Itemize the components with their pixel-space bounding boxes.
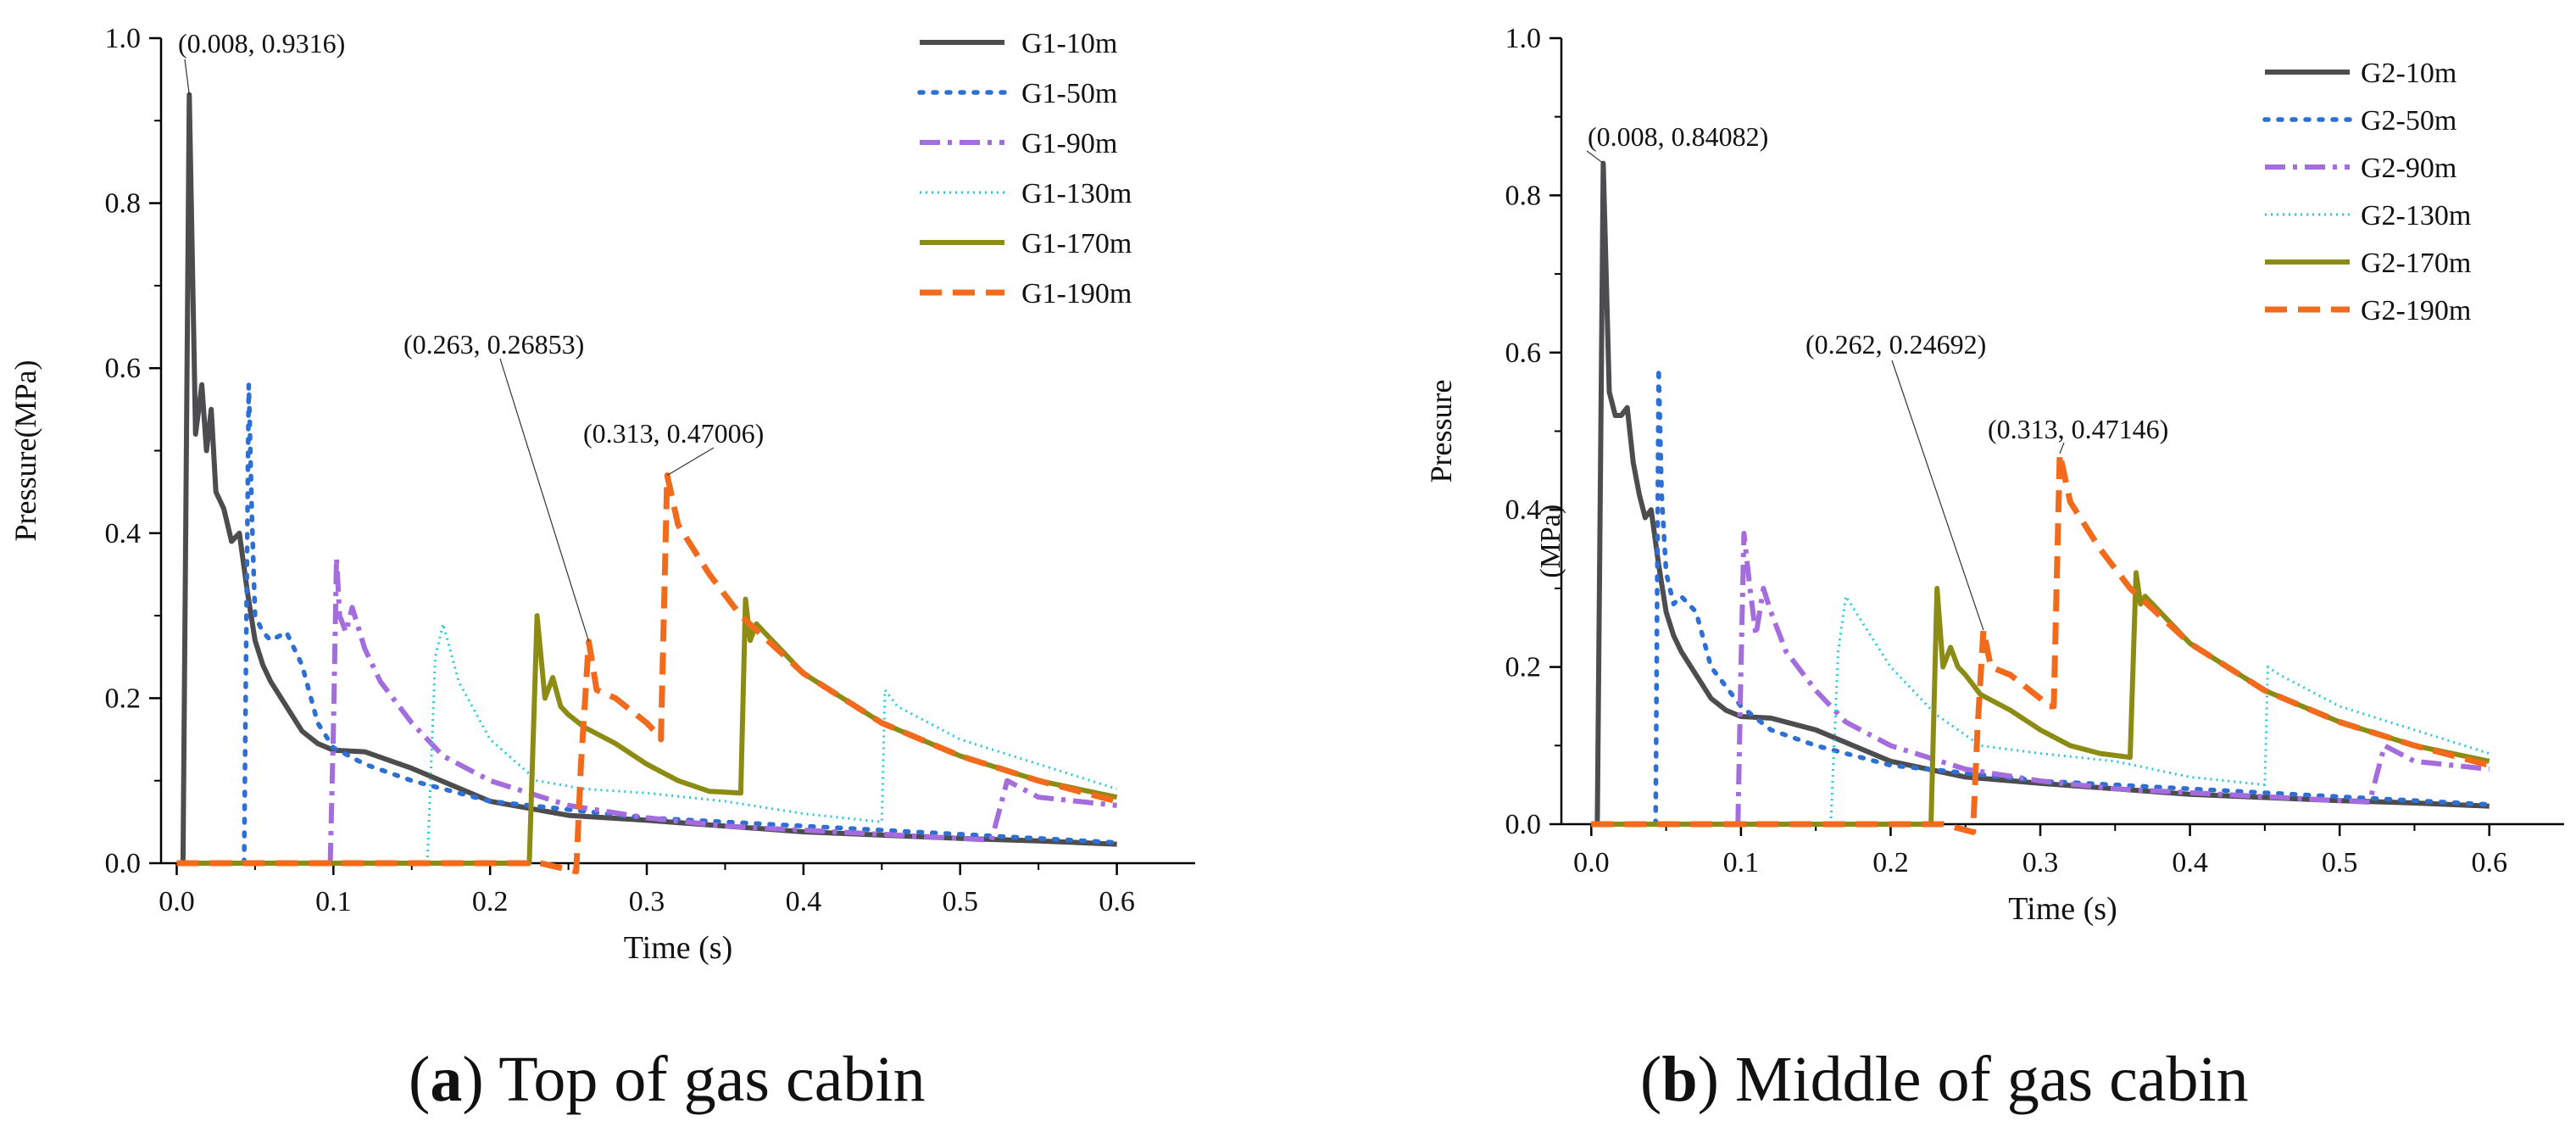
panel-b-annotation-label: (0.262, 0.24692): [1805, 329, 1986, 360]
caption-a: (a) Top of gas cabin: [409, 1044, 926, 1115]
caption-b: (b) Middle of gas cabin: [1640, 1044, 2249, 1115]
panel-b-series-G2-50m: [1653, 365, 2492, 827]
panel-b-x-tick-label: 0.6: [2471, 847, 2507, 878]
panel-a-x-tick-label: 0.6: [1099, 886, 1135, 917]
panel-b-x-tick-label: 0.5: [2322, 847, 2358, 878]
panel-b-y-tick-label: 0.2: [1505, 652, 1542, 683]
panel-b-y-tick-label: 0.0: [1505, 809, 1542, 840]
panel-a-annotation-label: (0.313, 0.47006): [583, 418, 764, 449]
caption-a-letter: a: [430, 1044, 463, 1115]
panel-a-series-G1-190m: [176, 472, 1118, 875]
panel-b-legend-label: G2-50m: [2361, 105, 2456, 137]
panel-b-legend-label: G2-90m: [2361, 153, 2456, 184]
panel-a-legend-label: G1-190m: [1021, 278, 1132, 309]
panel-b-annotation-label: (0.313, 0.47146): [1988, 414, 2168, 444]
panel-b-series-G2-130m: [1829, 594, 2490, 825]
panel-b-legend-label: G2-10m: [2361, 58, 2456, 89]
panel-a-annotation-leader: [499, 358, 590, 642]
panel-b-x-tick-label: 0.2: [1872, 847, 1909, 878]
chart-panel-a: 0.0 0.1 0.2 0.3 0.4 0.5 0.6 0.0 0.2 0.4 0.6 0.8 1.0 T…: [8, 23, 1195, 966]
panel-b-y-tick-label: 0.8: [1505, 180, 1542, 211]
panel-a-x-axis-label: Time (s): [624, 930, 732, 966]
panel-a-x-tick-label: 0.5: [942, 886, 978, 917]
caption-a-text: Top of gas cabin: [498, 1044, 926, 1115]
panel-b-legend-label: G2-190m: [2361, 295, 2471, 326]
panel-a-annotation-leader: [184, 59, 190, 95]
panel-a-y-tick-label: 0.4: [105, 518, 142, 549]
panel-a-series-G1-10m: [180, 92, 1117, 864]
panel-b-x-tick-label: 0.0: [1573, 847, 1610, 878]
panel-a-y-tick-label: 0.8: [105, 188, 142, 220]
panel-a-annotation-label: (0.008, 0.9316): [178, 28, 345, 59]
panel-a-legend-label: G1-130m: [1021, 178, 1132, 209]
panel-b-x-tick-label: 0.4: [2172, 847, 2208, 878]
panel-b-x-tick-label: 0.3: [2022, 847, 2059, 878]
panel-a-y-tick-label: 0.0: [105, 848, 142, 879]
panel-a-x-tick-label: 0.4: [786, 886, 822, 917]
panel-b-legend-label: G2-130m: [2361, 200, 2471, 231]
panel-b-y-axis-unit: (MPa): [1535, 505, 1566, 578]
panel-b-annotation-leader: [2059, 442, 2065, 454]
panel-a-legend-label: G1-170m: [1021, 228, 1132, 259]
panel-b-y-tick-label: 0.6: [1505, 337, 1542, 369]
panel-a-legend-label: G1-10m: [1021, 28, 1117, 59]
panel-b-y-tick-label: 1.0: [1505, 23, 1542, 54]
panel-a-series-G1-90m: [327, 555, 1117, 864]
panel-a-annotation-label: (0.263, 0.26853): [403, 329, 584, 360]
panel-b-x-tick-label: 0.1: [1723, 847, 1760, 878]
panel-b-annotation-leader: [1586, 150, 1604, 164]
panel-a-series-G1-50m: [242, 382, 1120, 866]
panel-a-y-axis-label: Pressure(MPa): [8, 360, 42, 542]
panel-a-y-tick-label: 0.2: [105, 683, 142, 714]
panel-a-y-tick-label: 1.0: [105, 23, 142, 54]
caption-b-text: Middle of gas cabin: [1734, 1044, 2249, 1115]
panel-a-x-tick-label: 0.3: [629, 886, 665, 917]
panel-a-x-tick-label: 0.1: [315, 886, 352, 917]
panel-a-annotation-leader: [666, 447, 715, 477]
panel-b-series-G2-90m: [1735, 531, 2490, 825]
caption-b-letter: b: [1661, 1044, 1698, 1115]
panel-b-y-tick-label: 0.4: [1505, 494, 1542, 526]
panel-a-legend-label: G1-90m: [1021, 128, 1117, 159]
panel-a-y-tick-label: 0.6: [105, 353, 142, 384]
panel-b-x-axis-label: Time (s): [2008, 891, 2117, 927]
panel-a-x-tick-label: 0.0: [159, 886, 195, 917]
panel-b-annotation-leader: [1891, 360, 1984, 631]
panel-b-annotation-label: (0.008, 0.84082): [1588, 121, 1768, 152]
chart-panel-b: 0.0 0.1 0.2 0.3 0.4 0.5 0.6 0.0 0.2 0.4 0.6 0.8 1.0 T…: [1424, 23, 2564, 927]
panel-a-legend-label: G1-50m: [1021, 78, 1117, 109]
panel-a-series-G1-170m: [176, 596, 1118, 866]
panel-a-x-tick-label: 0.2: [472, 886, 509, 917]
panel-b-series-G2-190m: [1591, 450, 2490, 835]
panel-b-legend-label: G2-170m: [2361, 248, 2471, 279]
panel-b-y-axis-label: Pressure: [1424, 380, 1458, 483]
